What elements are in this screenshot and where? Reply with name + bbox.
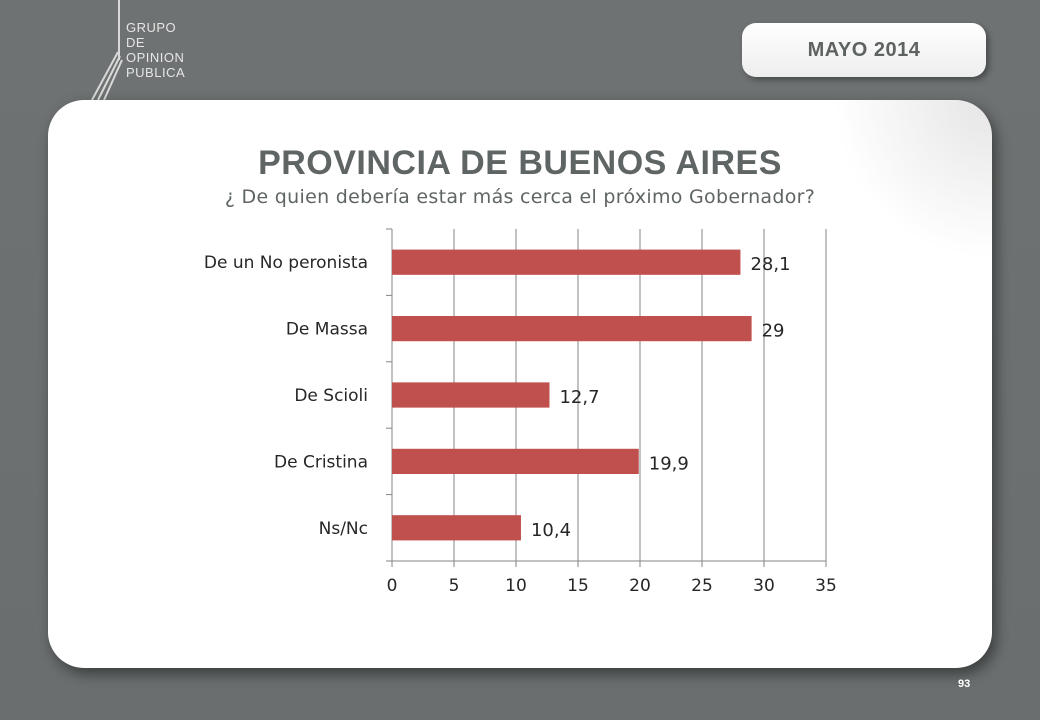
value-label: 10,4 — [531, 520, 571, 541]
logo-stripes-icon — [91, 51, 123, 101]
x-tick-label: 25 — [691, 576, 713, 596]
bar — [392, 448, 639, 475]
category-label: De un No peronista — [204, 253, 368, 273]
x-tick-label: 20 — [629, 576, 651, 596]
category-label: De Massa — [286, 320, 368, 340]
slide-card: PROVINCIA DE BUENOS AIRES ¿ De quien deb… — [48, 100, 992, 668]
x-tick-label: 5 — [449, 576, 460, 596]
page-curl — [832, 100, 992, 260]
bar — [392, 382, 550, 408]
value-label: 28,1 — [750, 254, 790, 275]
bar — [392, 515, 521, 541]
logo-text: GRUPO DE OPINION PUBLICA — [126, 20, 185, 80]
logo-line-3: OPINION — [126, 50, 185, 65]
slide-subtitle: ¿ De quien debería estar más cerca el pr… — [224, 186, 816, 208]
x-tick-label: 10 — [505, 576, 527, 596]
bar — [392, 249, 741, 275]
bar-chart: 0 5 10 15 20 25 30 35 De un No peronista 28,1 De M… — [204, 228, 837, 596]
x-tick-label: 0 — [387, 576, 398, 596]
x-tick-label: 30 — [753, 576, 775, 596]
value-label: 19,9 — [649, 453, 689, 474]
logo-line-1: GRUPO — [126, 20, 177, 35]
logo-line-4: PUBLICA — [126, 65, 186, 80]
date-label: MAYO 2014 — [807, 38, 921, 61]
date-badge: MAYO 2014 — [742, 23, 986, 77]
logo: GRUPO DE OPINION PUBLICA — [91, 0, 215, 105]
value-label: 29 — [762, 321, 785, 342]
category-label: De Scioli — [294, 386, 368, 406]
logo-line — [118, 0, 120, 60]
category-label: Ns/Nc — [319, 519, 368, 539]
logo-line-2: DE — [126, 35, 146, 50]
x-tick-label: 15 — [567, 576, 589, 596]
page-number: 93 — [958, 678, 971, 690]
slide-title: PROVINCIA DE BUENOS AIRES — [258, 144, 782, 182]
value-label: 12,7 — [559, 387, 599, 408]
x-tick-label: 35 — [815, 576, 837, 596]
category-label: De Cristina — [274, 452, 368, 472]
bar — [392, 315, 752, 342]
